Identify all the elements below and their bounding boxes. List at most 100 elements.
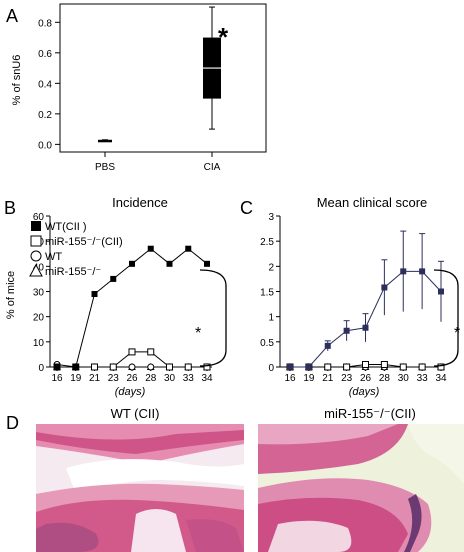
panel-c-x-tick-label: 28 [379, 373, 391, 384]
panel-a-significance-star: * [218, 22, 229, 52]
panel-b-x-tick-label: 28 [145, 373, 157, 384]
panel-d-right-title: miR-155⁻/⁻(CII) [324, 406, 416, 421]
panel-c-y-ticks: 0 0.5 1 1.5 2 2.5 3 [260, 212, 280, 374]
panel-b-x-tick-label: 34 [201, 373, 213, 384]
panel-a-ylabel: % of snU6 [11, 55, 23, 106]
panel-a-x-tick-label: CIA [204, 162, 221, 173]
panel-b-point [91, 291, 98, 298]
panel-a-frame [59, 3, 267, 153]
panel-b-point [147, 348, 155, 356]
panel-a-y-tick-label: 0.8 [38, 18, 52, 29]
panel-c-y-tick-label: 2.5 [260, 237, 274, 248]
panel-a-y-axis: 0.0 0.2 0.4 0.6 0.8 [38, 18, 60, 151]
panel-b-y-tick-label: 10 [33, 338, 45, 349]
histology-image-wt-cii [36, 424, 244, 552]
panel-a-y-tick-label: 0.0 [38, 140, 52, 151]
panel-c-point [399, 363, 407, 371]
panel-letter-c: C [240, 198, 253, 218]
panel-b-point [109, 363, 117, 371]
panel-b-point [72, 364, 79, 370]
panel-b-series [53, 245, 211, 371]
legend-marker-open-triangle [29, 263, 43, 277]
panel-c-x-tick-label: 16 [284, 373, 296, 384]
panel-c-point [419, 268, 426, 275]
panel-c-point [324, 363, 332, 371]
panel-a-y-tick-label: 0.6 [38, 49, 52, 60]
panel-c-point [400, 268, 407, 275]
panel-c-point [305, 364, 312, 370]
panel-c-point [438, 288, 444, 295]
panel-c-y-tick-label: 1.5 [260, 288, 274, 299]
histology-image-mir155-ko-cii-drawing [258, 424, 464, 552]
panel-b-significance-star: * [195, 325, 201, 342]
panel-c-point [343, 327, 350, 334]
panel-c-x-tick-label: 30 [398, 373, 410, 384]
panel-b-x-tick-label: 19 [70, 373, 82, 384]
panel-b-x-tick-label: 16 [51, 373, 63, 384]
panel-a-x-tick-label: PBS [95, 162, 115, 173]
histology-image-wt-cii-drawing [36, 424, 244, 552]
panel-b-y-tick-label: 0 [38, 363, 44, 374]
panel-a-y-tick-label: 0.2 [38, 110, 52, 121]
panel-b-y-tick-label: 60 [33, 212, 45, 223]
panel-b-legend: WT(CII ) miR-155⁻/⁻(CII) WT miR-155⁻/⁻ [29, 221, 123, 278]
panel-b-point [203, 363, 211, 371]
panel-b-point [184, 363, 192, 371]
panel-c-significance-star: * [454, 325, 460, 342]
panel-b-x-tick-label: 33 [183, 373, 195, 384]
panel-b-point [110, 275, 117, 282]
panel-b-point [204, 260, 210, 267]
panel-a-x-axis: PBS CIA [95, 152, 221, 173]
panel-c-x-tick-label: 26 [360, 373, 372, 384]
panel-c-xlabel: (days) [349, 386, 380, 398]
panel-letter-a: A [6, 6, 18, 26]
panel-c-y-tick-label: 0.5 [260, 338, 274, 349]
panel-c-x-tick-label: 21 [322, 373, 334, 384]
panel-b-point [129, 260, 135, 267]
panel-b-xlabel: (days) [115, 386, 146, 398]
panel-b-point [147, 245, 154, 252]
panel-b-title: Incidence [112, 195, 168, 210]
panel-d-left-title: WT (CII) [110, 406, 160, 421]
panel-b-y-tick-label: 20 [33, 313, 45, 324]
panel-a-y-tick-label: 0.4 [38, 79, 52, 90]
panel-c-point [362, 360, 369, 368]
legend-label: miR-155⁻/⁻ [45, 266, 101, 278]
panel-b-point [128, 363, 136, 371]
panel-c-point [437, 363, 445, 371]
panel-c-point [380, 360, 388, 368]
panel-c-y-tick-label: 3 [268, 212, 274, 223]
panel-c-x-tick-label: 33 [417, 373, 429, 384]
panel-a-boxes [98, 6, 221, 143]
panel-a-box [98, 139, 112, 143]
panel-c-x-tick-label: 23 [341, 373, 353, 384]
panel-c-y-tick-label: 2 [268, 262, 274, 273]
panel-b-point [54, 364, 60, 370]
panel-b-point [91, 363, 98, 371]
panel-b-x-tick-label: 26 [126, 373, 138, 384]
panel-b-ylabel: % of mice [5, 271, 17, 319]
panel-c-bracket [433, 269, 459, 367]
panel-b-point [166, 363, 173, 371]
panel-b-point [166, 260, 173, 267]
panel-c-point [362, 324, 369, 331]
panel-b-point [147, 363, 155, 371]
legend-label: WT [45, 251, 62, 263]
panel-c-title: Mean clinical score [317, 195, 428, 210]
panel-b-x-tick-label: 30 [164, 373, 176, 384]
panel-c-series [286, 230, 445, 371]
legend-label: WT(CII ) [45, 221, 87, 233]
panel-letter-b: B [4, 198, 16, 218]
panel-b-incidence-chart: B Incidence % of mice 0102030405060 1619… [4, 195, 227, 398]
panel-c-x-tick-label: 34 [435, 373, 447, 384]
legend-marker-open-square [30, 235, 42, 247]
legend-marker-filled-square [31, 221, 41, 231]
legend-label: miR-155⁻/⁻(CII) [45, 236, 123, 248]
legend-marker-open-circle [30, 250, 42, 262]
panel-c-clinical-score-chart: C Mean clinical score 0 0.5 1 1.5 2 2.5 3 16 19… [240, 195, 460, 398]
panel-c-x-tick-label: 19 [303, 373, 315, 384]
panel-c-y-tick-label: 1 [268, 313, 274, 324]
panel-b-x-tick-label: 21 [89, 373, 101, 384]
panel-b-y-tick-label: 30 [33, 288, 45, 299]
panel-c-point [324, 342, 331, 349]
